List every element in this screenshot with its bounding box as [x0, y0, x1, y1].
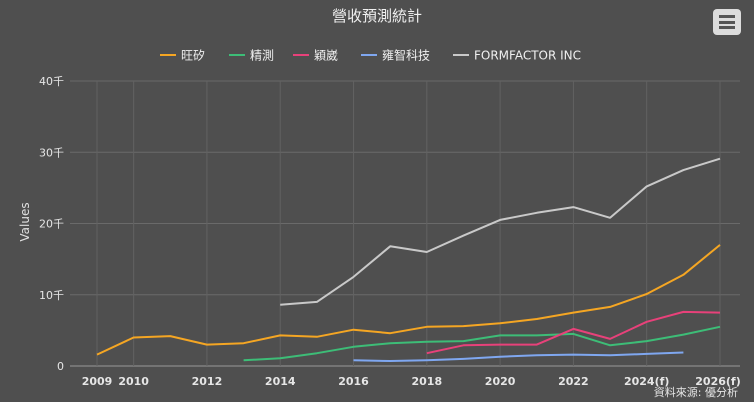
x-tick-label: 2018 — [412, 375, 443, 388]
y-tick-label: 0 — [57, 360, 64, 373]
x-tick-label: 2010 — [118, 375, 149, 388]
legend-item-0[interactable]: 旺矽 — [160, 48, 205, 63]
x-tick-label: 2020 — [485, 375, 516, 388]
x-tick-label: 2016 — [338, 375, 369, 388]
legend-label: FORMFACTOR INC — [474, 49, 581, 63]
legend-label: 旺矽 — [181, 48, 205, 63]
x-tick-label: 2014 — [265, 375, 296, 388]
series-line-0[interactable] — [96, 244, 721, 356]
x-tick-label: 2022 — [558, 375, 589, 388]
legend-label: 雍智科技 — [382, 48, 430, 63]
y-tick-label: 40千 — [39, 75, 64, 88]
legend-item-1[interactable]: 精測 — [229, 49, 274, 63]
x-tick-label: 2026(f) — [695, 375, 740, 388]
series-line-3[interactable] — [353, 351, 684, 362]
y-tick-label: 30千 — [39, 146, 64, 159]
grid-lines — [70, 80, 740, 367]
x-tick-label: 2024(f) — [624, 375, 669, 388]
x-tick-label: 2012 — [192, 375, 223, 388]
series-line-4[interactable] — [280, 157, 721, 306]
y-tick-label: 10千 — [39, 289, 64, 302]
legend-label: 精測 — [250, 49, 274, 63]
chart-menu-button[interactable] — [713, 9, 741, 35]
x-axis: 2009 2010 2012 2014 2016 2018 2020 2022 2024(f) 2… — [82, 375, 741, 388]
series-layer[interactable] — [96, 157, 721, 362]
series-line-2[interactable] — [426, 310, 721, 355]
y-axis-label: Values — [18, 202, 32, 241]
legend-label: 穎崴 — [314, 49, 338, 63]
chart-title: 營收預測統計 — [332, 7, 422, 25]
legend-item-4[interactable]: FORMFACTOR INC — [453, 49, 581, 63]
legend[interactable]: 旺矽 精測 穎崴 雍智科技 FORMFACTOR INC — [160, 48, 581, 63]
source-label: 資料來源: 優分析 — [654, 385, 738, 399]
menu-bar-icon — [719, 20, 735, 24]
menu-bar-icon — [719, 26, 735, 29]
legend-item-3[interactable]: 雍智科技 — [361, 48, 430, 63]
menu-bar-icon — [719, 15, 735, 18]
series-line-1[interactable] — [243, 325, 721, 362]
x-tick-label: 2009 — [82, 375, 113, 388]
y-axis: 0 10千 20千 30千 40千 — [39, 75, 64, 373]
y-tick-label: 20千 — [39, 218, 64, 231]
legend-item-2[interactable]: 穎崴 — [293, 49, 338, 63]
